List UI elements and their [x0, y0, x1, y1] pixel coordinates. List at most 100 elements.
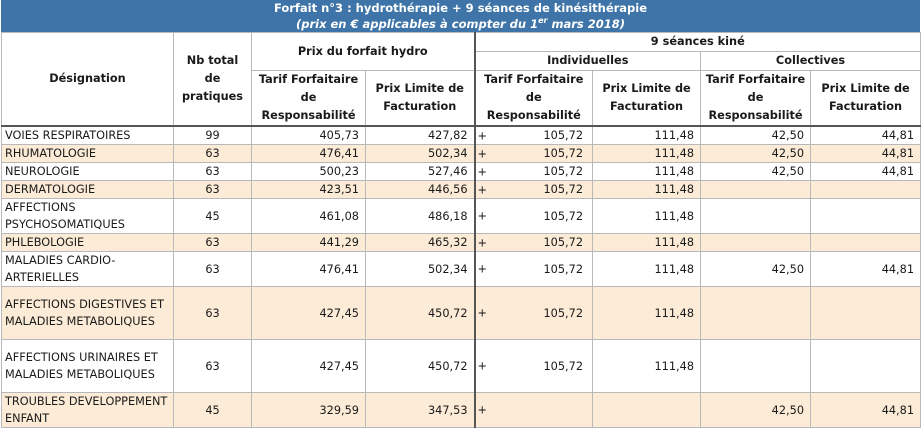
- cell-nb-total: 63: [173, 251, 252, 287]
- cell-prix-limite-individuelles: 111,48: [592, 339, 702, 393]
- cell-designation: NEUROLOGIE: [1, 162, 174, 181]
- cell-prix-limite-collectives: 44,81: [810, 251, 921, 287]
- cell-designation: RHUMATOLOGIE: [1, 144, 174, 163]
- cell-prix-limite-individuelles: 111,48: [592, 251, 702, 287]
- cell-tarif-hydro: 329,59: [251, 392, 366, 428]
- cell-prix-limite-hydro: 502,34: [364, 251, 476, 287]
- table-body: VOIES RESPIRATOIRES 99 405,73 427,82 +105,72…: [1, 125, 921, 428]
- cell-prix-limite-individuelles: 111,48: [592, 180, 702, 199]
- plus-sign: +: [477, 147, 487, 160]
- cell-designation: AFFECTIONS URINAIRES ET MALADIES METABOL…: [1, 339, 174, 393]
- cell-prix-limite-collectives: 44,81: [810, 144, 921, 163]
- title-line-2: (prix en € applicables à compter du 1er …: [295, 16, 626, 31]
- tarif-individuelles-value: 105,72: [543, 209, 584, 223]
- tarif-individuelles-value: 105,72: [543, 147, 584, 160]
- cell-tarif-individuelles: +105,72: [473, 144, 594, 163]
- sheet-title: Forfait n°3 : hydrothérapie + 9 séances …: [1, 0, 920, 32]
- table-row: AFFECTIONS DIGESTIVES ET MALADIES METABO…: [1, 286, 921, 340]
- cell-tarif-hydro: 461,08: [251, 198, 366, 234]
- header-collectives: Collectives: [700, 51, 921, 71]
- cell-prix-limite-individuelles: [592, 392, 702, 428]
- cell-nb-total: 63: [173, 339, 252, 393]
- cell-tarif-individuelles: +105,72: [473, 233, 594, 252]
- cell-tarif-collectives: [700, 286, 812, 340]
- cell-prix-limite-collectives: 44,81: [810, 125, 921, 145]
- header-nb-total: Nb total de pratiques: [173, 32, 252, 127]
- cell-tarif-hydro: 441,29: [251, 233, 366, 252]
- cell-prix-limite-hydro: 465,32: [364, 233, 476, 252]
- tariff-table: Désignation Nb total de pratiques Prix d…: [1, 32, 921, 428]
- plus-sign: +: [477, 209, 487, 223]
- tarif-individuelles-value: 105,72: [543, 306, 584, 320]
- header-prix-limite-collectives: Prix Limite de Facturation: [810, 70, 921, 127]
- cell-prix-limite-hydro: 502,34: [364, 144, 476, 163]
- cell-prix-limite-collectives: [810, 198, 921, 234]
- cell-prix-limite-collectives: [810, 339, 921, 393]
- plus-sign: +: [477, 236, 487, 249]
- cell-nb-total: 63: [173, 144, 252, 163]
- cell-prix-limite-individuelles: 111,48: [592, 233, 702, 252]
- cell-prix-limite-hydro: 427,82: [364, 125, 476, 145]
- cell-tarif-individuelles: +105,72: [473, 125, 594, 145]
- cell-tarif-individuelles: +105,72: [473, 180, 594, 199]
- cell-tarif-individuelles: +105,72: [473, 251, 594, 287]
- plus-sign: +: [477, 306, 487, 320]
- cell-nb-total: 63: [173, 180, 252, 199]
- cell-prix-limite-individuelles: 111,48: [592, 162, 702, 181]
- tarif-individuelles-value: 105,72: [543, 262, 584, 276]
- cell-tarif-individuelles: +105,72: [473, 339, 594, 393]
- cell-tarif-collectives: 42,50: [700, 392, 812, 428]
- title-line-1: Forfait n°3 : hydrothérapie + 9 séances …: [273, 1, 648, 15]
- cell-tarif-collectives: 42,50: [700, 144, 812, 163]
- table-row: VOIES RESPIRATOIRES 99 405,73 427,82 +105,72…: [1, 125, 921, 145]
- header-individuelles: Individuelles: [473, 51, 702, 71]
- cell-prix-limite-individuelles: 111,48: [592, 286, 702, 340]
- cell-tarif-collectives: 42,50: [700, 251, 812, 287]
- cell-tarif-individuelles: +105,72: [473, 198, 594, 234]
- tarif-individuelles-value: 105,72: [543, 129, 584, 142]
- header-kine-group: 9 séances kiné: [473, 32, 921, 52]
- plus-sign: +: [477, 165, 487, 178]
- header-hydro-group: Prix du forfait hydro: [250, 32, 476, 71]
- table-row: AFFECTIONS PSYCHOSOMATIQUES 45 461,08 486,1…: [1, 198, 921, 234]
- cell-tarif-hydro: 476,41: [251, 251, 366, 287]
- header-tarif-individuelles: Tarif Forfaitaire de Responsabilité: [473, 70, 594, 127]
- cell-designation: VOIES RESPIRATOIRES: [1, 125, 174, 145]
- cell-tarif-hydro: 423,51: [251, 180, 366, 199]
- cell-designation: PHLEBOLOGIE: [1, 233, 174, 252]
- table-header: Désignation Nb total de pratiques Prix d…: [1, 32, 921, 127]
- header-designation: Désignation: [1, 32, 174, 127]
- cell-tarif-individuelles: +105,72: [473, 286, 594, 340]
- cell-nb-total: 63: [173, 286, 252, 340]
- cell-nb-total: 45: [173, 392, 252, 428]
- cell-tarif-collectives: 42,50: [700, 125, 812, 145]
- cell-prix-limite-collectives: [810, 286, 921, 340]
- cell-tarif-hydro: 405,73: [251, 125, 366, 145]
- cell-prix-limite-hydro: 486,18: [364, 198, 476, 234]
- header-prix-limite-hydro: Prix Limite de Facturation: [364, 70, 476, 127]
- table-row: AFFECTIONS URINAIRES ET MALADIES METABOL…: [1, 339, 921, 393]
- cell-prix-limite-hydro: 450,72: [364, 286, 476, 340]
- cell-tarif-hydro: 476,41: [251, 144, 366, 163]
- cell-designation: AFFECTIONS PSYCHOSOMATIQUES: [1, 198, 174, 234]
- cell-tarif-collectives: [700, 233, 812, 252]
- tarif-individuelles-value: 105,72: [543, 165, 584, 178]
- table-row: NEUROLOGIE 63 500,23 527,46 +105,72 111,48 42,…: [1, 162, 921, 181]
- cell-designation: DERMATOLOGIE: [1, 180, 174, 199]
- table-row: MALADIES CARDIO-ARTERIELLES 63 476,41 502,3…: [1, 251, 921, 287]
- cell-prix-limite-hydro: 450,72: [364, 339, 476, 393]
- cell-prix-limite-individuelles: 111,48: [592, 125, 702, 145]
- table-row: RHUMATOLOGIE 63 476,41 502,34 +105,72 111,48 4…: [1, 144, 921, 163]
- cell-tarif-collectives: [700, 198, 812, 234]
- cell-nb-total: 45: [173, 198, 252, 234]
- cell-nb-total: 63: [173, 162, 252, 181]
- cell-tarif-individuelles: +105,72: [473, 162, 594, 181]
- cell-tarif-collectives: [700, 180, 812, 199]
- cell-prix-limite-individuelles: 111,48: [592, 144, 702, 163]
- plus-sign: +: [477, 129, 487, 142]
- cell-tarif-hydro: 427,45: [251, 339, 366, 393]
- cell-tarif-individuelles: +: [473, 392, 594, 428]
- plus-sign: +: [477, 262, 487, 276]
- tarif-individuelles-value: 105,72: [543, 236, 584, 249]
